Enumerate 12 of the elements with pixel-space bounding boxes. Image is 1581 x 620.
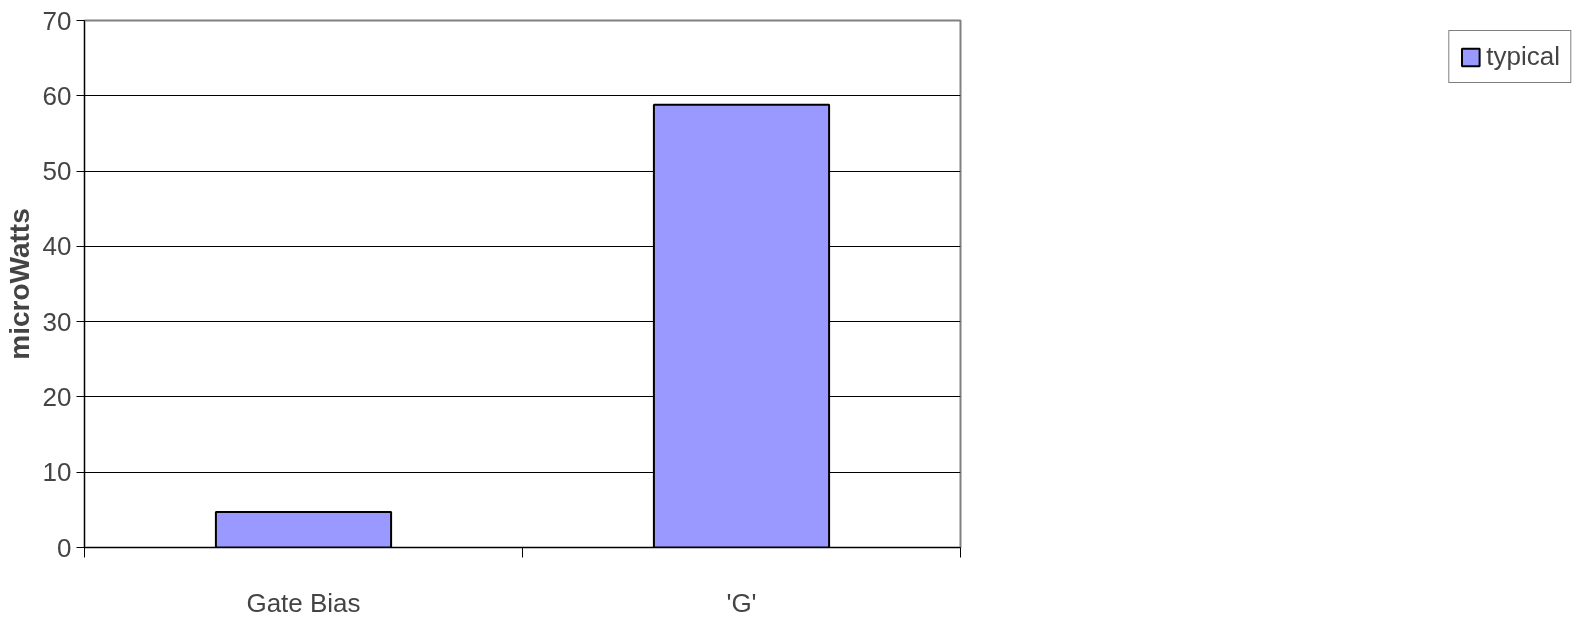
y-tick-label: 50 (42, 156, 72, 187)
x-tick-label: Gate Bias (246, 587, 361, 618)
y-tick-label: 30 (42, 306, 72, 337)
y-tick-label: 60 (42, 80, 72, 111)
y-tick-label: 20 (42, 381, 72, 412)
y-tick-label: 70 (42, 5, 72, 36)
x-tick-label: 'G' (726, 587, 757, 618)
y-tick-label: 40 (42, 231, 72, 262)
y-axis-title: microWatts (3, 208, 35, 360)
legend-label: typical (1486, 41, 1560, 72)
y-tick-label: 0 (57, 532, 72, 563)
y-tick-label: 10 (42, 457, 72, 488)
